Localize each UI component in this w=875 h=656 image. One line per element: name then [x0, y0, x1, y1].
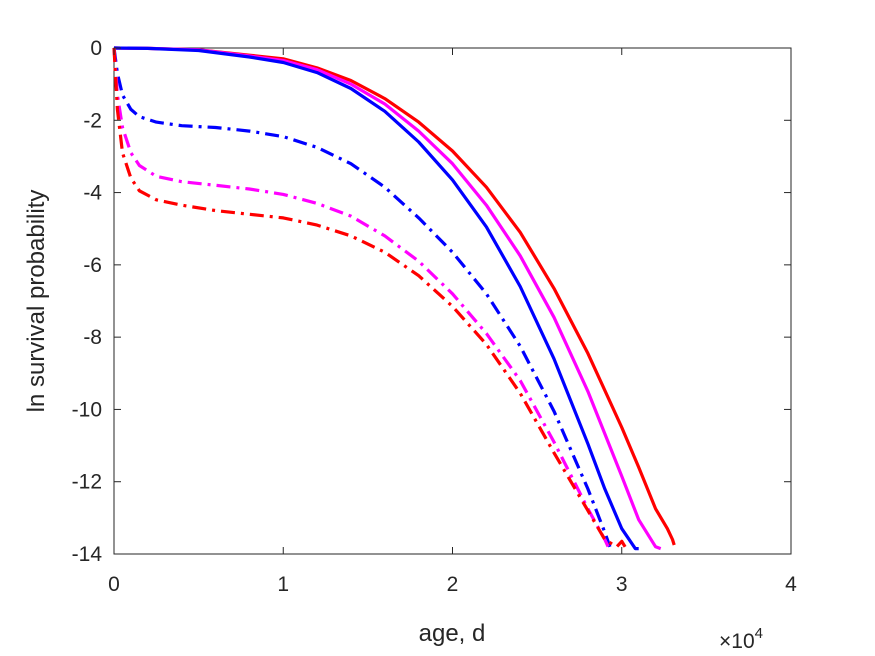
y-tick-label: -12 [72, 471, 102, 494]
y-tick-label: -8 [83, 326, 102, 349]
series-line-6 [112, 47, 627, 549]
x-axis-label: age, d [419, 620, 486, 647]
x-ticks: 0 1 2 3 4 [108, 48, 797, 596]
x-axis-multiplier: ×104 [719, 625, 763, 653]
y-tick-label: -14 [72, 543, 103, 566]
series-layer [112, 46, 676, 551]
x-tick-label: 0 [108, 573, 120, 596]
x-tick-label: 4 [785, 573, 797, 596]
y-ticks: 0 -2 -4 -6 -8 -10 -12 -14 [72, 37, 791, 566]
y-tick-label: -2 [83, 109, 102, 132]
y-tick-label: 0 [90, 37, 102, 60]
x-tick-label: 2 [447, 573, 459, 596]
plot-area: 0 1 2 3 4 0 -2 -4 -6 -8 -10 -12 -14 [72, 37, 798, 596]
y-axis-label: ln survival probability [23, 190, 50, 413]
y-tick-label: -10 [72, 398, 102, 421]
series-line-4 [112, 47, 612, 548]
x-axis-multiplier-power: 4 [755, 625, 763, 642]
x-tick-label: 1 [277, 573, 289, 596]
x-tick-label: 3 [616, 573, 628, 596]
y-tick-label: -4 [83, 182, 102, 205]
x-axis-multiplier-base: ×10 [719, 630, 755, 653]
series-line-3 [113, 46, 639, 551]
axes-frame [113, 47, 792, 555]
y-tick-label: -6 [83, 254, 102, 277]
